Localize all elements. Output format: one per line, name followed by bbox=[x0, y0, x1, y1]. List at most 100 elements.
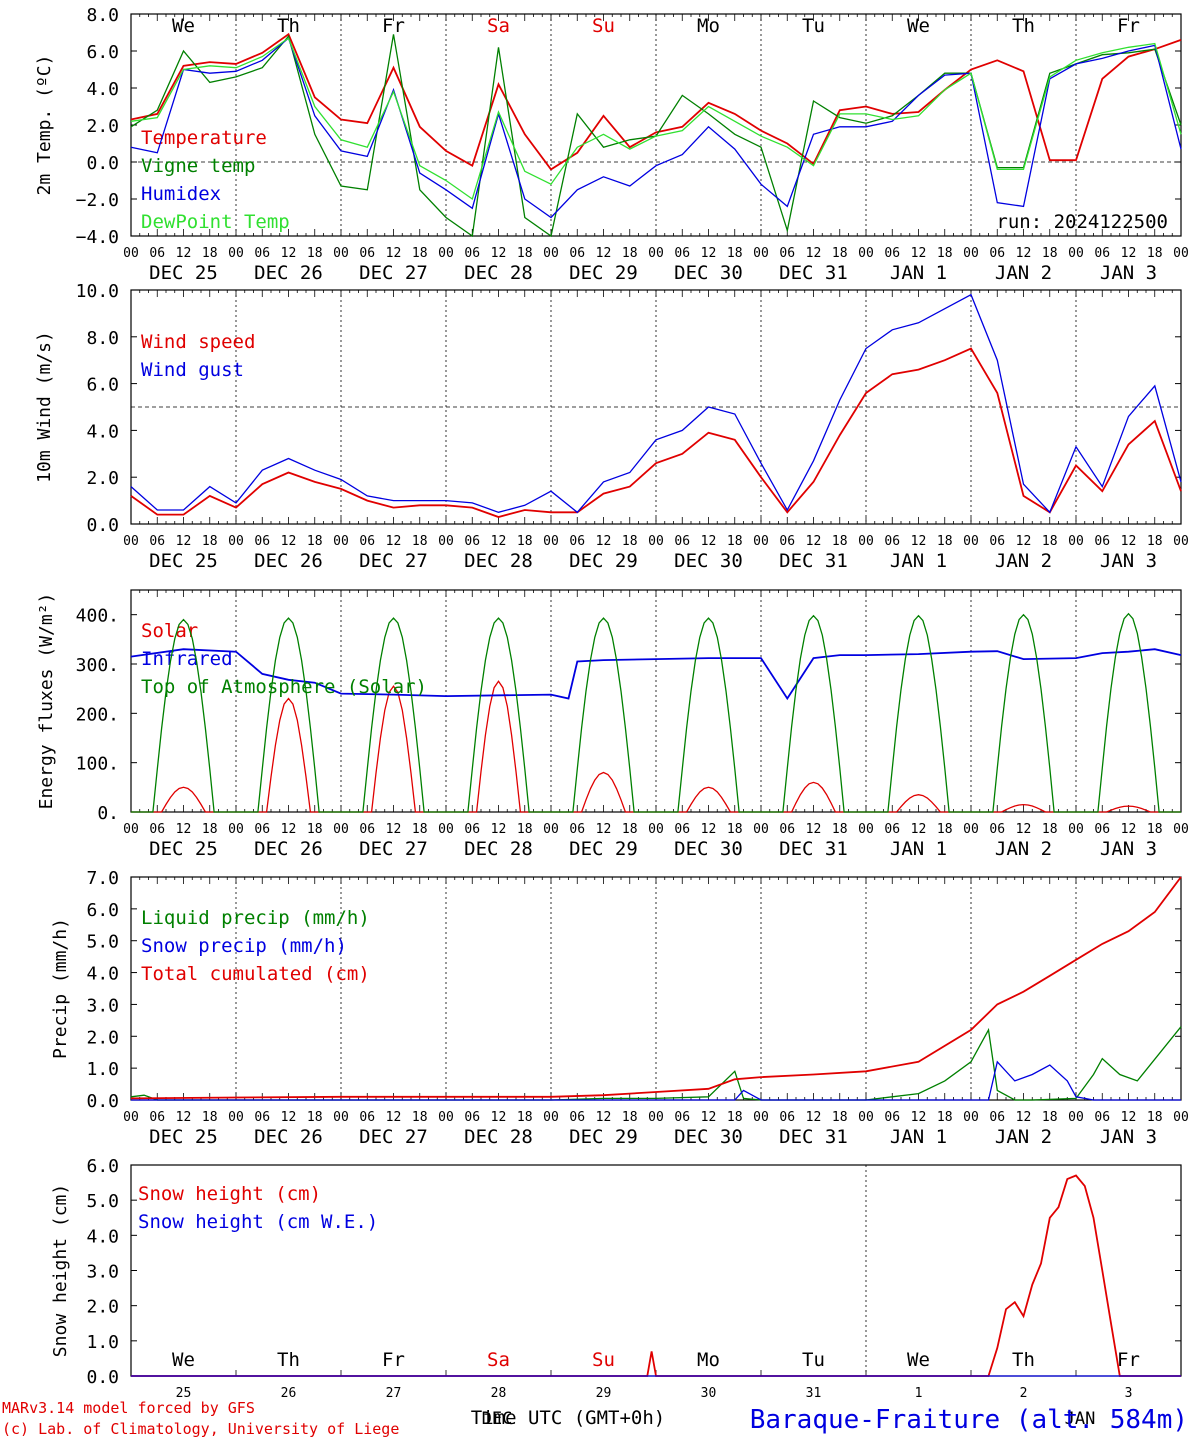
x-hour-label: 12 bbox=[806, 1110, 822, 1125]
x-day-label: DEC 27 bbox=[359, 550, 428, 572]
x-hour-label: 18 bbox=[1147, 246, 1163, 261]
x-hour-label: 18 bbox=[202, 822, 218, 837]
x-hour-label: 12 bbox=[701, 246, 717, 261]
x-day-label: DEC 25 bbox=[149, 838, 218, 860]
x-day-number: 25 bbox=[176, 1386, 192, 1401]
x-hour-label: 06 bbox=[569, 534, 585, 549]
x-day-label: DEC 28 bbox=[464, 838, 533, 860]
x-hour-label: 12 bbox=[386, 534, 402, 549]
x-day-number: 3 bbox=[1125, 1386, 1133, 1401]
x-day-label: DEC 30 bbox=[674, 838, 743, 860]
y-tick-label: 200. bbox=[76, 704, 119, 725]
x-day-label: DEC 26 bbox=[254, 550, 323, 572]
x-hour-label: 06 bbox=[254, 246, 270, 261]
y-tick-label: 2.0 bbox=[86, 116, 119, 137]
chart-panel-3: 400. 300. 200. 100. 0. Energy fluxes (W/m²) 00… bbox=[36, 589, 1189, 860]
x-hour-label: 00 bbox=[753, 822, 769, 837]
x-hour-label: 00 bbox=[543, 1110, 559, 1125]
x-hour-label: 06 bbox=[674, 246, 690, 261]
x-axis-month-left: DEC bbox=[482, 1409, 513, 1429]
weekday-label: Fr bbox=[1117, 1349, 1140, 1371]
weekday-label: We bbox=[907, 1349, 930, 1371]
x-hour-label: 00 bbox=[438, 822, 454, 837]
x-hour-label: 18 bbox=[202, 534, 218, 549]
x-hour-label: 00 bbox=[1068, 534, 1084, 549]
x-hour-label: 18 bbox=[832, 534, 848, 549]
x-hour-label: 12 bbox=[701, 1110, 717, 1125]
x-hour-label: 00 bbox=[858, 822, 874, 837]
y-tick-label: −4.0 bbox=[76, 227, 119, 248]
series-line-1 bbox=[131, 1174, 1181, 1377]
series-line-3 bbox=[130, 876, 1182, 1100]
series-line-4 bbox=[130, 37, 1182, 201]
x-hour-label: 00 bbox=[228, 534, 244, 549]
weekday-label: Fr bbox=[1117, 15, 1140, 37]
x-hour-label: 18 bbox=[412, 822, 428, 837]
weekday-label: Th bbox=[277, 15, 300, 37]
x-day-label: JAN 1 bbox=[890, 262, 947, 284]
x-hour-label: 00 bbox=[648, 534, 664, 549]
x-hour-label: 00 bbox=[753, 1110, 769, 1125]
x-day-label: DEC 29 bbox=[569, 550, 638, 572]
weekday-label: Sa bbox=[487, 15, 510, 37]
legend-entry: Temperature bbox=[141, 127, 267, 149]
y-tick-label: 2.0 bbox=[86, 468, 119, 489]
x-hour-label: 00 bbox=[543, 534, 559, 549]
y-tick-label: −2.0 bbox=[76, 190, 119, 211]
x-hour-label: 00 bbox=[123, 534, 139, 549]
x-hour-label: 18 bbox=[517, 534, 533, 549]
legend-entry: Snow height (cm W.E.) bbox=[138, 1211, 378, 1233]
x-day-label: DEC 31 bbox=[779, 262, 848, 284]
footer-lab-line: (c) Lab. of Climatology, University of L… bbox=[2, 1420, 399, 1438]
x-hour-label: 12 bbox=[1121, 534, 1137, 549]
x-hour-label: 18 bbox=[937, 534, 953, 549]
x-day-number: 26 bbox=[281, 1386, 297, 1401]
x-hour-label: 12 bbox=[281, 534, 297, 549]
x-hour-label: 12 bbox=[1016, 1110, 1032, 1125]
x-hour-label: 18 bbox=[307, 822, 323, 837]
legend-entry: Wind speed bbox=[141, 331, 255, 353]
x-hour-label: 18 bbox=[202, 1110, 218, 1125]
y-tick-label: 7.0 bbox=[86, 868, 119, 889]
x-axis-month-right: JAN bbox=[1065, 1409, 1096, 1429]
x-hour-label: 18 bbox=[727, 1110, 743, 1125]
x-hour-label: 18 bbox=[622, 822, 638, 837]
x-hour-label: 18 bbox=[832, 1110, 848, 1125]
x-hour-label: 18 bbox=[202, 246, 218, 261]
x-hour-label: 18 bbox=[727, 534, 743, 549]
y-tick-label: 5.0 bbox=[86, 932, 119, 953]
x-hour-label: 06 bbox=[989, 534, 1005, 549]
x-hour-label: 00 bbox=[228, 1110, 244, 1125]
x-hour-label: 12 bbox=[491, 1110, 507, 1125]
x-hour-label: 06 bbox=[149, 822, 165, 837]
chart-panel-5: 6.0 5.0 4.0 3.0 2.0 1.0 0.0 Snow height (cm) Sno… bbox=[50, 1156, 1182, 1388]
y-tick-label: 8.0 bbox=[86, 5, 119, 26]
x-hour-label: 06 bbox=[149, 246, 165, 261]
x-hour-label: 06 bbox=[989, 1110, 1005, 1125]
x-day-label: DEC 28 bbox=[464, 1126, 533, 1148]
weekday-label: Tu bbox=[802, 15, 825, 37]
x-day-label: JAN 2 bbox=[995, 262, 1052, 284]
x-day-label: DEC 29 bbox=[569, 262, 638, 284]
legend-entry: Liquid precip (mm/h) bbox=[141, 907, 370, 929]
x-day-label: DEC 30 bbox=[674, 1126, 743, 1148]
x-hour-label: 06 bbox=[779, 534, 795, 549]
x-hour-label: 18 bbox=[412, 1110, 428, 1125]
y-tick-label: 4.0 bbox=[86, 964, 119, 985]
x-day-label: DEC 27 bbox=[359, 262, 428, 284]
x-hour-label: 12 bbox=[176, 822, 192, 837]
x-hour-label: 12 bbox=[176, 1110, 192, 1125]
x-hour-label: 00 bbox=[228, 246, 244, 261]
y-tick-label: 4.0 bbox=[86, 1226, 119, 1247]
x-day-label: DEC 25 bbox=[149, 262, 218, 284]
x-day-label: DEC 29 bbox=[569, 838, 638, 860]
x-hour-label: 00 bbox=[963, 534, 979, 549]
x-hour-label: 06 bbox=[989, 246, 1005, 261]
weekday-label: We bbox=[172, 15, 195, 37]
x-hour-label: 12 bbox=[806, 534, 822, 549]
y-tick-label: 5.0 bbox=[86, 1191, 119, 1212]
x-day-label: JAN 2 bbox=[995, 838, 1052, 860]
x-day-number: 27 bbox=[386, 1386, 402, 1401]
x-hour-label: 06 bbox=[779, 822, 795, 837]
